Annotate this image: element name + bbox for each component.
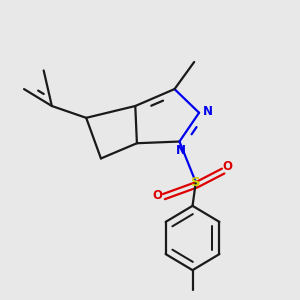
Text: S: S bbox=[191, 176, 201, 189]
Text: N: N bbox=[203, 105, 213, 118]
Text: O: O bbox=[152, 189, 162, 202]
Text: N: N bbox=[176, 143, 186, 157]
Text: O: O bbox=[223, 160, 233, 173]
